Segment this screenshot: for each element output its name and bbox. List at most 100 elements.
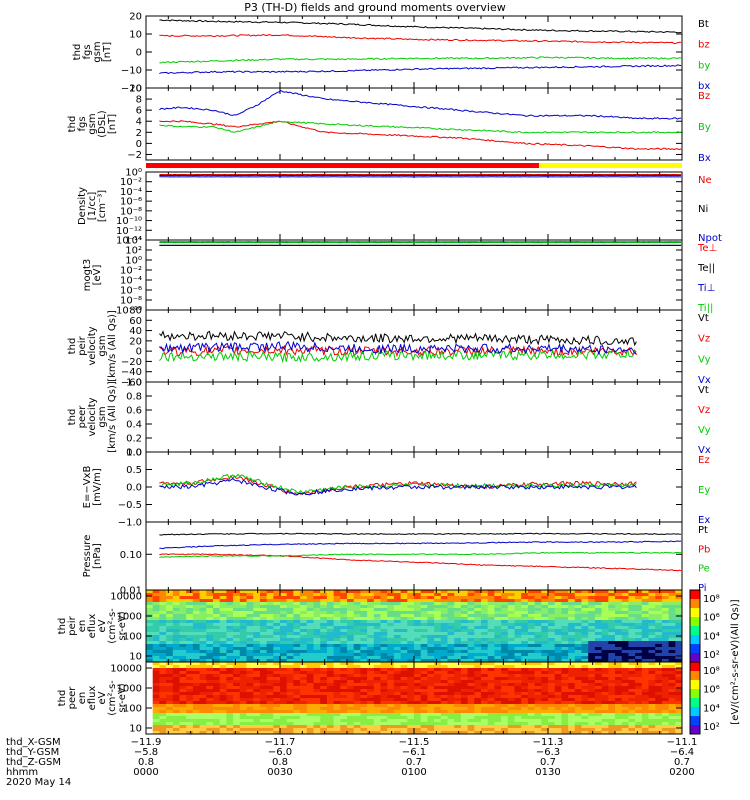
spectrogram-cell (273, 605, 281, 609)
spectrogram-cell (608, 677, 616, 681)
colorbar-tick: 10⁴ (703, 631, 720, 642)
spectrogram-cell (353, 653, 361, 657)
spectrogram-cell (541, 638, 549, 642)
spectrogram-cell (320, 590, 328, 594)
spectrogram-cell (534, 662, 542, 666)
spectrogram-cell (179, 599, 187, 603)
spectrogram-cell (434, 719, 442, 723)
spectrogram-cell (179, 608, 187, 612)
spectrogram-cell (320, 680, 328, 684)
spectrogram-cell (621, 653, 629, 657)
spectrogram-cell (440, 668, 448, 672)
spectrogram-cell (159, 692, 167, 696)
spectrogram-cell (514, 593, 522, 597)
spectrogram-cell (219, 629, 227, 633)
spectrogram-cell (594, 641, 603, 645)
spectrogram-cell (273, 707, 281, 711)
spectrogram-cell (568, 674, 576, 678)
spectrogram-cell (615, 599, 623, 603)
spectrogram-cell (233, 689, 241, 693)
spectrogram-cell (347, 593, 355, 597)
spectrogram-cell (454, 683, 462, 687)
spectrogram-cell (615, 722, 623, 726)
spectrogram-cell (454, 626, 462, 630)
spectrogram-cell (414, 662, 422, 666)
spectrogram-cell (226, 668, 234, 672)
spectrogram-cell (239, 647, 247, 651)
spectrogram-cell (574, 650, 582, 654)
spectrogram-cell (340, 635, 348, 639)
spectrogram-cell (286, 647, 294, 651)
spectrogram-cell (152, 674, 160, 678)
spectrogram-cell (487, 608, 495, 612)
spectrogram-cell (594, 644, 603, 648)
spectrogram-cell (347, 602, 355, 606)
spectrogram-cell (534, 623, 542, 627)
legend-Vt: Vt (698, 385, 709, 396)
spectrogram-cell (641, 677, 649, 681)
spectrogram-cell (581, 656, 589, 660)
spectrogram-cell (635, 698, 643, 702)
spectrogram-cell (420, 713, 428, 717)
spectrogram-cell (152, 704, 160, 708)
y-axis-label: thd peir velocity gsm [km/s (All Qs)] (67, 310, 118, 382)
spectrogram-cell (501, 623, 509, 627)
spectrogram-cell (420, 614, 428, 618)
spectrogram-cell (280, 665, 288, 669)
spectrogram-cell (648, 680, 656, 684)
spectrogram-cell (146, 605, 154, 609)
spectrogram-cell (534, 671, 542, 675)
spectrogram-cell (501, 695, 509, 699)
spectrogram-cell (527, 683, 536, 687)
spectrogram-cell (454, 593, 462, 597)
spectrogram-cell (447, 692, 455, 696)
spectrogram-cell (286, 719, 294, 723)
spectrogram-cell (554, 650, 562, 654)
spectrogram-cell (166, 656, 174, 660)
spectrogram-cell (668, 647, 676, 651)
spectrogram-cell (534, 590, 542, 594)
spectrogram-cell (367, 602, 375, 606)
spectrogram-cell (219, 689, 227, 693)
spectrogram-cell (266, 632, 274, 636)
spectrogram-cell (146, 731, 154, 735)
spectrogram-cell (273, 647, 281, 651)
spectrogram-cell (635, 635, 643, 639)
spectrogram-cell (320, 719, 328, 723)
spectrogram-cell (313, 638, 321, 642)
spectrogram-cell (333, 638, 341, 642)
spectrogram-cell (648, 665, 656, 669)
spectrogram-cell (501, 605, 509, 609)
spectrogram-cell (326, 644, 335, 648)
legend-Pe: Pe (698, 564, 710, 575)
spectrogram-cell (601, 593, 609, 597)
spectrogram-cell (179, 602, 187, 606)
spectrogram-cell (326, 686, 335, 690)
spectrogram-cell (427, 713, 435, 717)
spectrogram-cell (621, 647, 629, 651)
spectrogram-cell (367, 641, 375, 645)
spectrogram-cell (655, 611, 663, 615)
spectrogram-cell (447, 677, 455, 681)
spectrogram-cell (561, 647, 569, 651)
spectrogram-cell (434, 710, 442, 714)
spectrogram-cell (568, 662, 576, 666)
spectrogram-cell (440, 704, 448, 708)
spectrogram-cell (347, 638, 355, 642)
y-label-line: eflux (87, 686, 98, 711)
spectrogram-cell (521, 665, 529, 669)
spectrogram-cell (467, 716, 475, 720)
spectrogram-cell (367, 701, 375, 705)
spectrogram-cell (635, 656, 643, 660)
spectrogram-cell (347, 674, 355, 678)
spectrogram-cell (527, 638, 536, 642)
spectrogram-cell (447, 656, 455, 660)
spectrogram-cell (293, 716, 301, 720)
spectrogram-cell (280, 698, 288, 702)
spectrogram-cell (601, 713, 609, 717)
spectrogram-cell (554, 662, 562, 666)
spectrogram-cell (146, 698, 154, 702)
spectrogram-cell (661, 671, 670, 675)
spectrogram-cell (661, 659, 670, 663)
spectrogram-cell (454, 680, 462, 684)
